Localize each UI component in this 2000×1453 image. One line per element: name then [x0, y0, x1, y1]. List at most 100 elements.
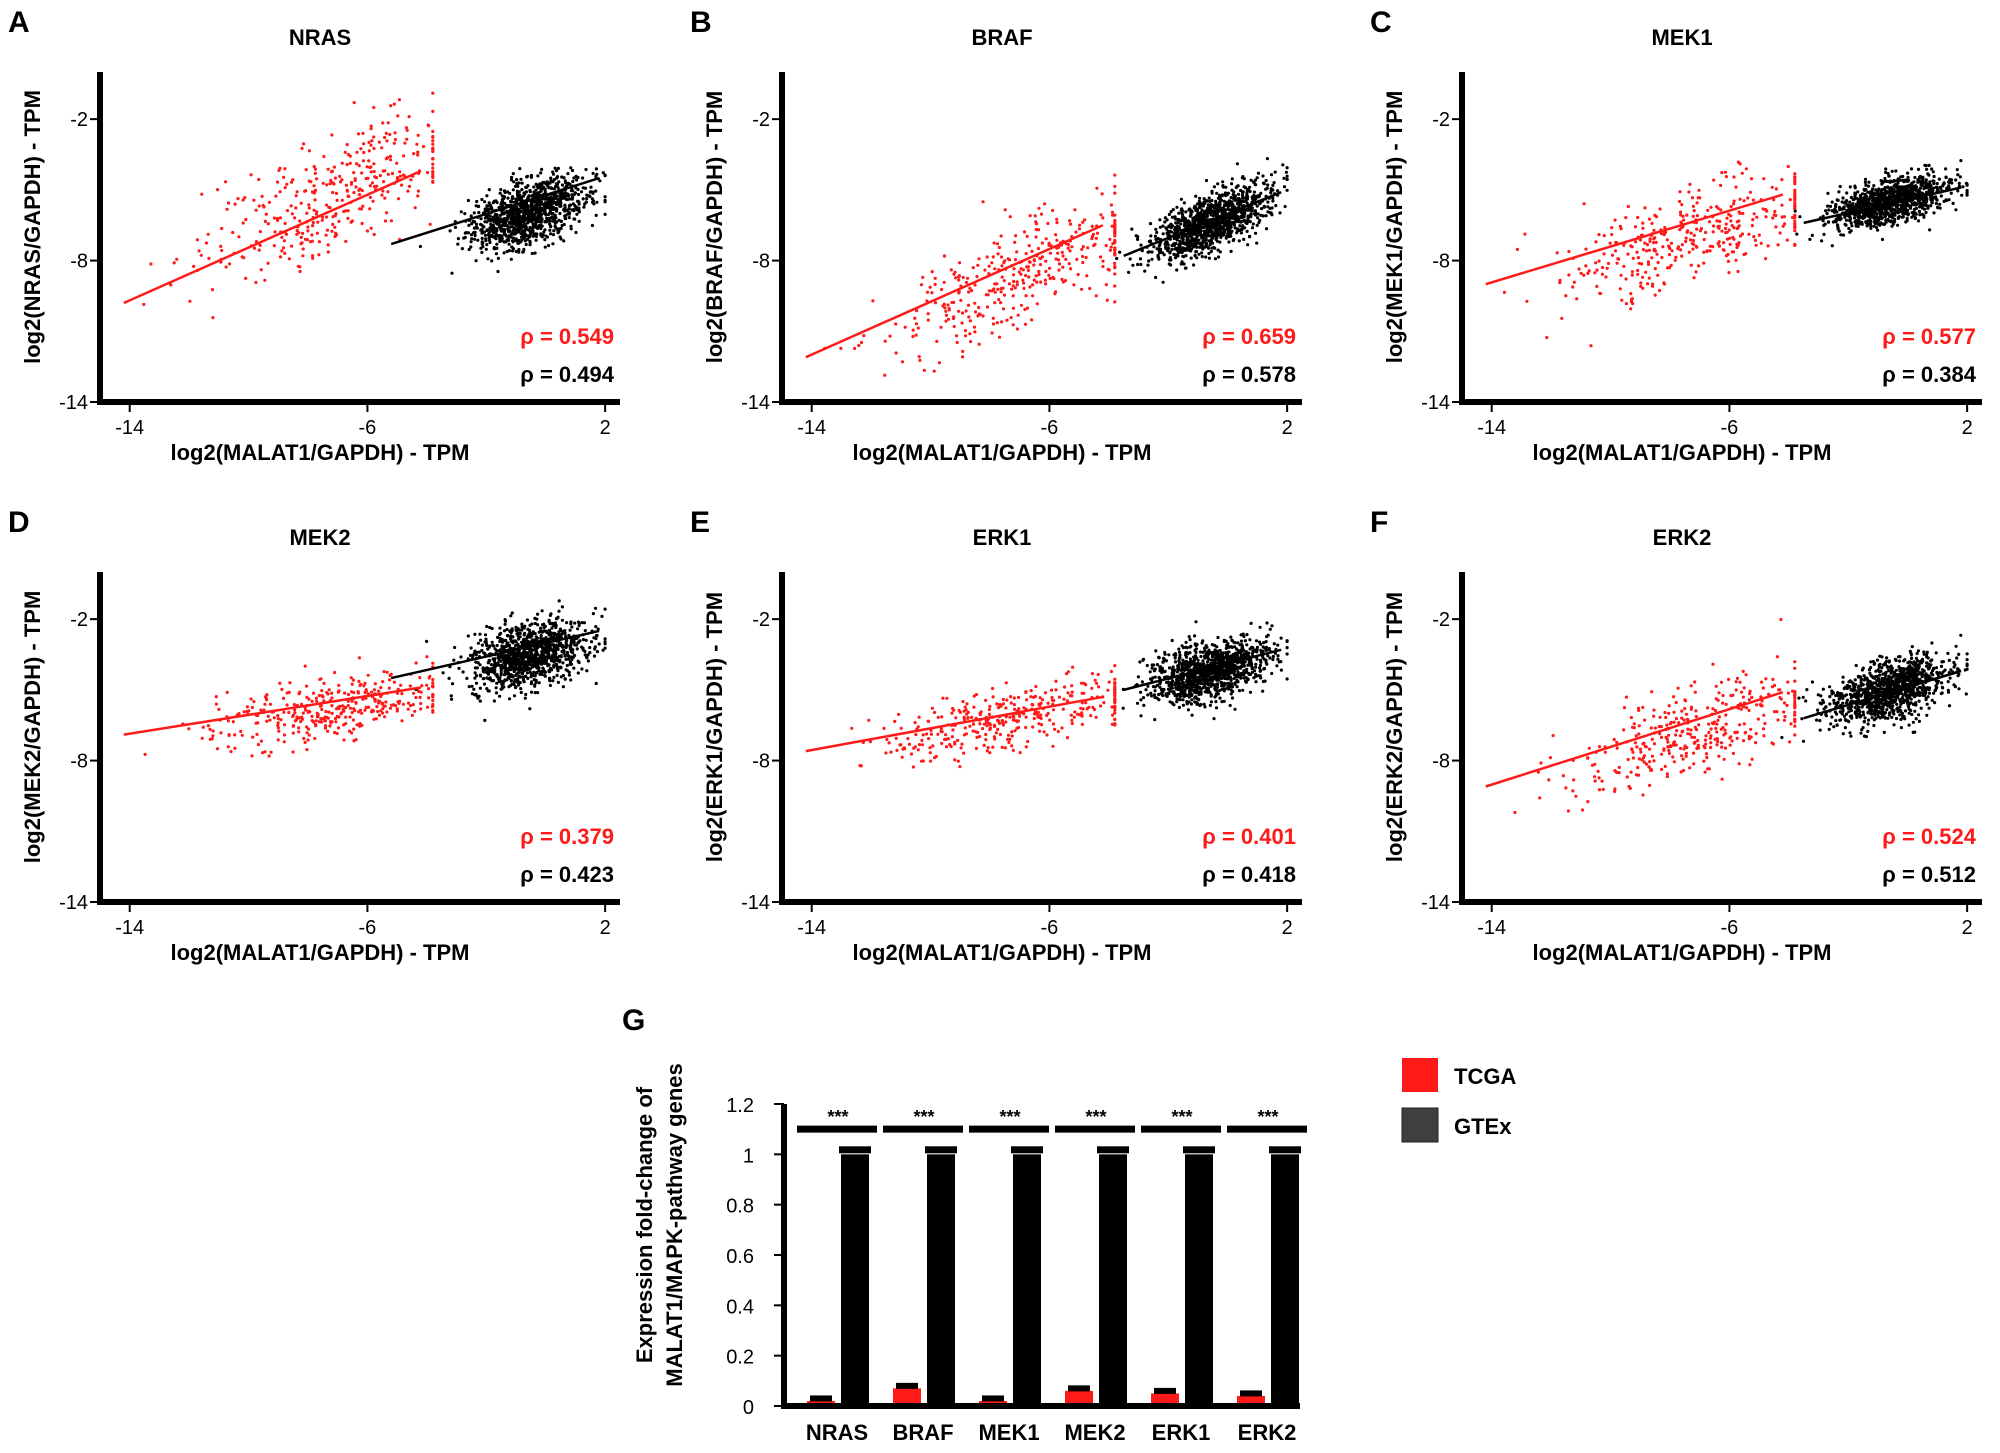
tcga-point — [414, 695, 418, 700]
tcga-point — [346, 152, 350, 157]
gtex-point — [543, 245, 547, 249]
tcga-point — [192, 264, 196, 268]
tcga-point — [317, 693, 321, 698]
gtex-point — [1204, 255, 1208, 259]
tcga-point — [431, 661, 435, 665]
gtex-point — [1965, 188, 1969, 193]
rho-tcga-label: ρ = 0.577 — [1882, 324, 1976, 349]
gtex-point — [1248, 185, 1252, 189]
gtex-point — [1194, 194, 1198, 198]
tcga-point — [1099, 255, 1103, 259]
gtex-point — [1844, 199, 1849, 203]
gtex-point — [518, 167, 522, 171]
tcga-point — [369, 143, 373, 147]
gtex-point — [1861, 192, 1865, 196]
tcga-point — [1688, 238, 1693, 242]
gtex-point — [569, 227, 573, 231]
tcga-point — [392, 141, 396, 145]
tcga-point — [406, 701, 411, 705]
tcga-point — [1641, 226, 1645, 230]
tcga-point — [326, 167, 330, 171]
tcga-point — [1031, 294, 1035, 298]
gtex-point — [502, 251, 506, 255]
gtex-point — [1148, 222, 1153, 226]
gtex-point — [516, 207, 520, 212]
tcga-point — [241, 221, 245, 225]
gtex-point — [485, 228, 489, 232]
gtex-point — [1225, 234, 1229, 238]
gtex-point — [555, 194, 560, 198]
tcga-point — [366, 705, 370, 710]
gtex-point — [1886, 179, 1890, 184]
gtex-point — [518, 239, 522, 243]
tcga-point — [383, 169, 387, 173]
tcga-point — [307, 206, 311, 210]
tcga-point — [401, 702, 405, 706]
tcga-point — [208, 727, 212, 732]
tcga-point — [1069, 267, 1073, 271]
gtex-point — [1924, 210, 1928, 215]
tcga-point — [431, 142, 435, 146]
scatter-points — [143, 599, 607, 758]
tcga-point — [398, 170, 402, 174]
tcga-point — [1558, 278, 1562, 282]
tcga-point — [1593, 271, 1597, 275]
gtex-point — [1235, 201, 1239, 205]
tcga-point — [408, 684, 412, 688]
tcga-point — [431, 129, 435, 134]
gtex-point — [585, 197, 589, 201]
tcga-point — [431, 692, 435, 697]
tcga-point — [954, 334, 959, 338]
tcga-point — [1656, 260, 1660, 265]
tcga-point — [1046, 221, 1050, 226]
tcga-point — [307, 733, 311, 737]
gtex-point — [1256, 171, 1261, 175]
gtex-point — [502, 217, 506, 221]
tcga-point — [233, 202, 237, 206]
gtex-point — [1209, 203, 1213, 207]
gtex-point — [1830, 200, 1834, 204]
gtex-point — [1192, 206, 1196, 210]
gtex-point — [510, 239, 515, 243]
gtex-point — [1181, 254, 1185, 258]
tcga-point — [1734, 185, 1738, 189]
gtex-point — [1234, 213, 1238, 217]
tcga-point — [276, 721, 280, 725]
tcga-point — [313, 736, 317, 741]
tcga-point — [1060, 250, 1064, 254]
gtex-point — [552, 196, 556, 200]
gtex-point — [510, 200, 514, 204]
tcga-point — [287, 690, 291, 695]
gtex-point — [1174, 246, 1178, 251]
tcga-point — [399, 683, 403, 687]
gtex-point — [546, 184, 550, 188]
gtex-point — [1276, 189, 1280, 193]
gtex-point — [1264, 227, 1269, 231]
tcga-point — [385, 211, 389, 215]
gtex-point — [1872, 210, 1876, 214]
tcga-point — [1048, 276, 1052, 281]
tcga-point — [942, 302, 946, 306]
gtex-point — [491, 223, 495, 227]
gtex-point — [1928, 228, 1932, 232]
gtex-point — [551, 170, 555, 174]
tcga-point — [1650, 256, 1654, 260]
gtex-point — [1929, 195, 1933, 199]
tcga-point — [1619, 273, 1623, 277]
tcga-point — [343, 209, 348, 213]
tcga-point — [883, 373, 887, 377]
tcga-point — [1037, 206, 1041, 210]
tcga-point — [306, 738, 310, 742]
tcga-point — [1615, 261, 1619, 265]
tcga-point — [388, 706, 393, 710]
gtex-point — [1205, 199, 1209, 203]
tcga-point — [335, 198, 339, 202]
gtex-point — [469, 245, 473, 249]
gtex-point — [483, 220, 487, 224]
gtex-point — [1219, 230, 1224, 235]
tcga-point — [269, 750, 273, 754]
tcga-point — [365, 229, 370, 233]
gtex-point — [1285, 166, 1289, 170]
gtex-point — [545, 216, 549, 221]
tcga-point — [252, 700, 256, 704]
